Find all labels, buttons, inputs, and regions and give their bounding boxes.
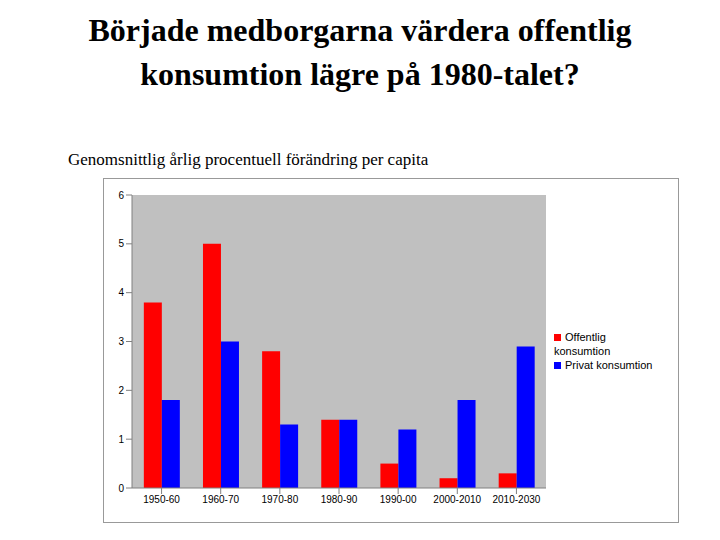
svg-text:2010-2030: 2010-2030 bbox=[493, 494, 541, 505]
svg-text:2: 2 bbox=[118, 385, 124, 396]
svg-text:6: 6 bbox=[118, 190, 124, 201]
svg-text:1980-90: 1980-90 bbox=[321, 494, 358, 505]
svg-text:5: 5 bbox=[118, 238, 124, 249]
svg-text:1: 1 bbox=[118, 434, 124, 445]
svg-text:3: 3 bbox=[118, 336, 124, 347]
html-text:Började medborgarna värdera of: Började medborgarna värdera offentlig ko… bbox=[88, 12, 632, 92]
svg-text:1960-70: 1960-70 bbox=[202, 494, 239, 505]
svg-text:1970-80: 1970-80 bbox=[262, 494, 299, 505]
svg-text:1950-60: 1950-60 bbox=[143, 494, 180, 505]
svg-text:4: 4 bbox=[118, 287, 124, 298]
html-text:Privat konsumtion: Privat konsumtion bbox=[565, 358, 653, 371]
html-text:Offentlig konsumtion: Offentlig konsumtion bbox=[554, 330, 611, 357]
html-text:Genomsnittlig årlig procentuel: Genomsnittlig årlig procentuell förändri… bbox=[68, 150, 429, 169]
svg-text:0: 0 bbox=[118, 483, 124, 494]
svg-text:2000-2010: 2000-2010 bbox=[433, 494, 481, 505]
svg-text:1990-00: 1990-00 bbox=[380, 494, 417, 505]
